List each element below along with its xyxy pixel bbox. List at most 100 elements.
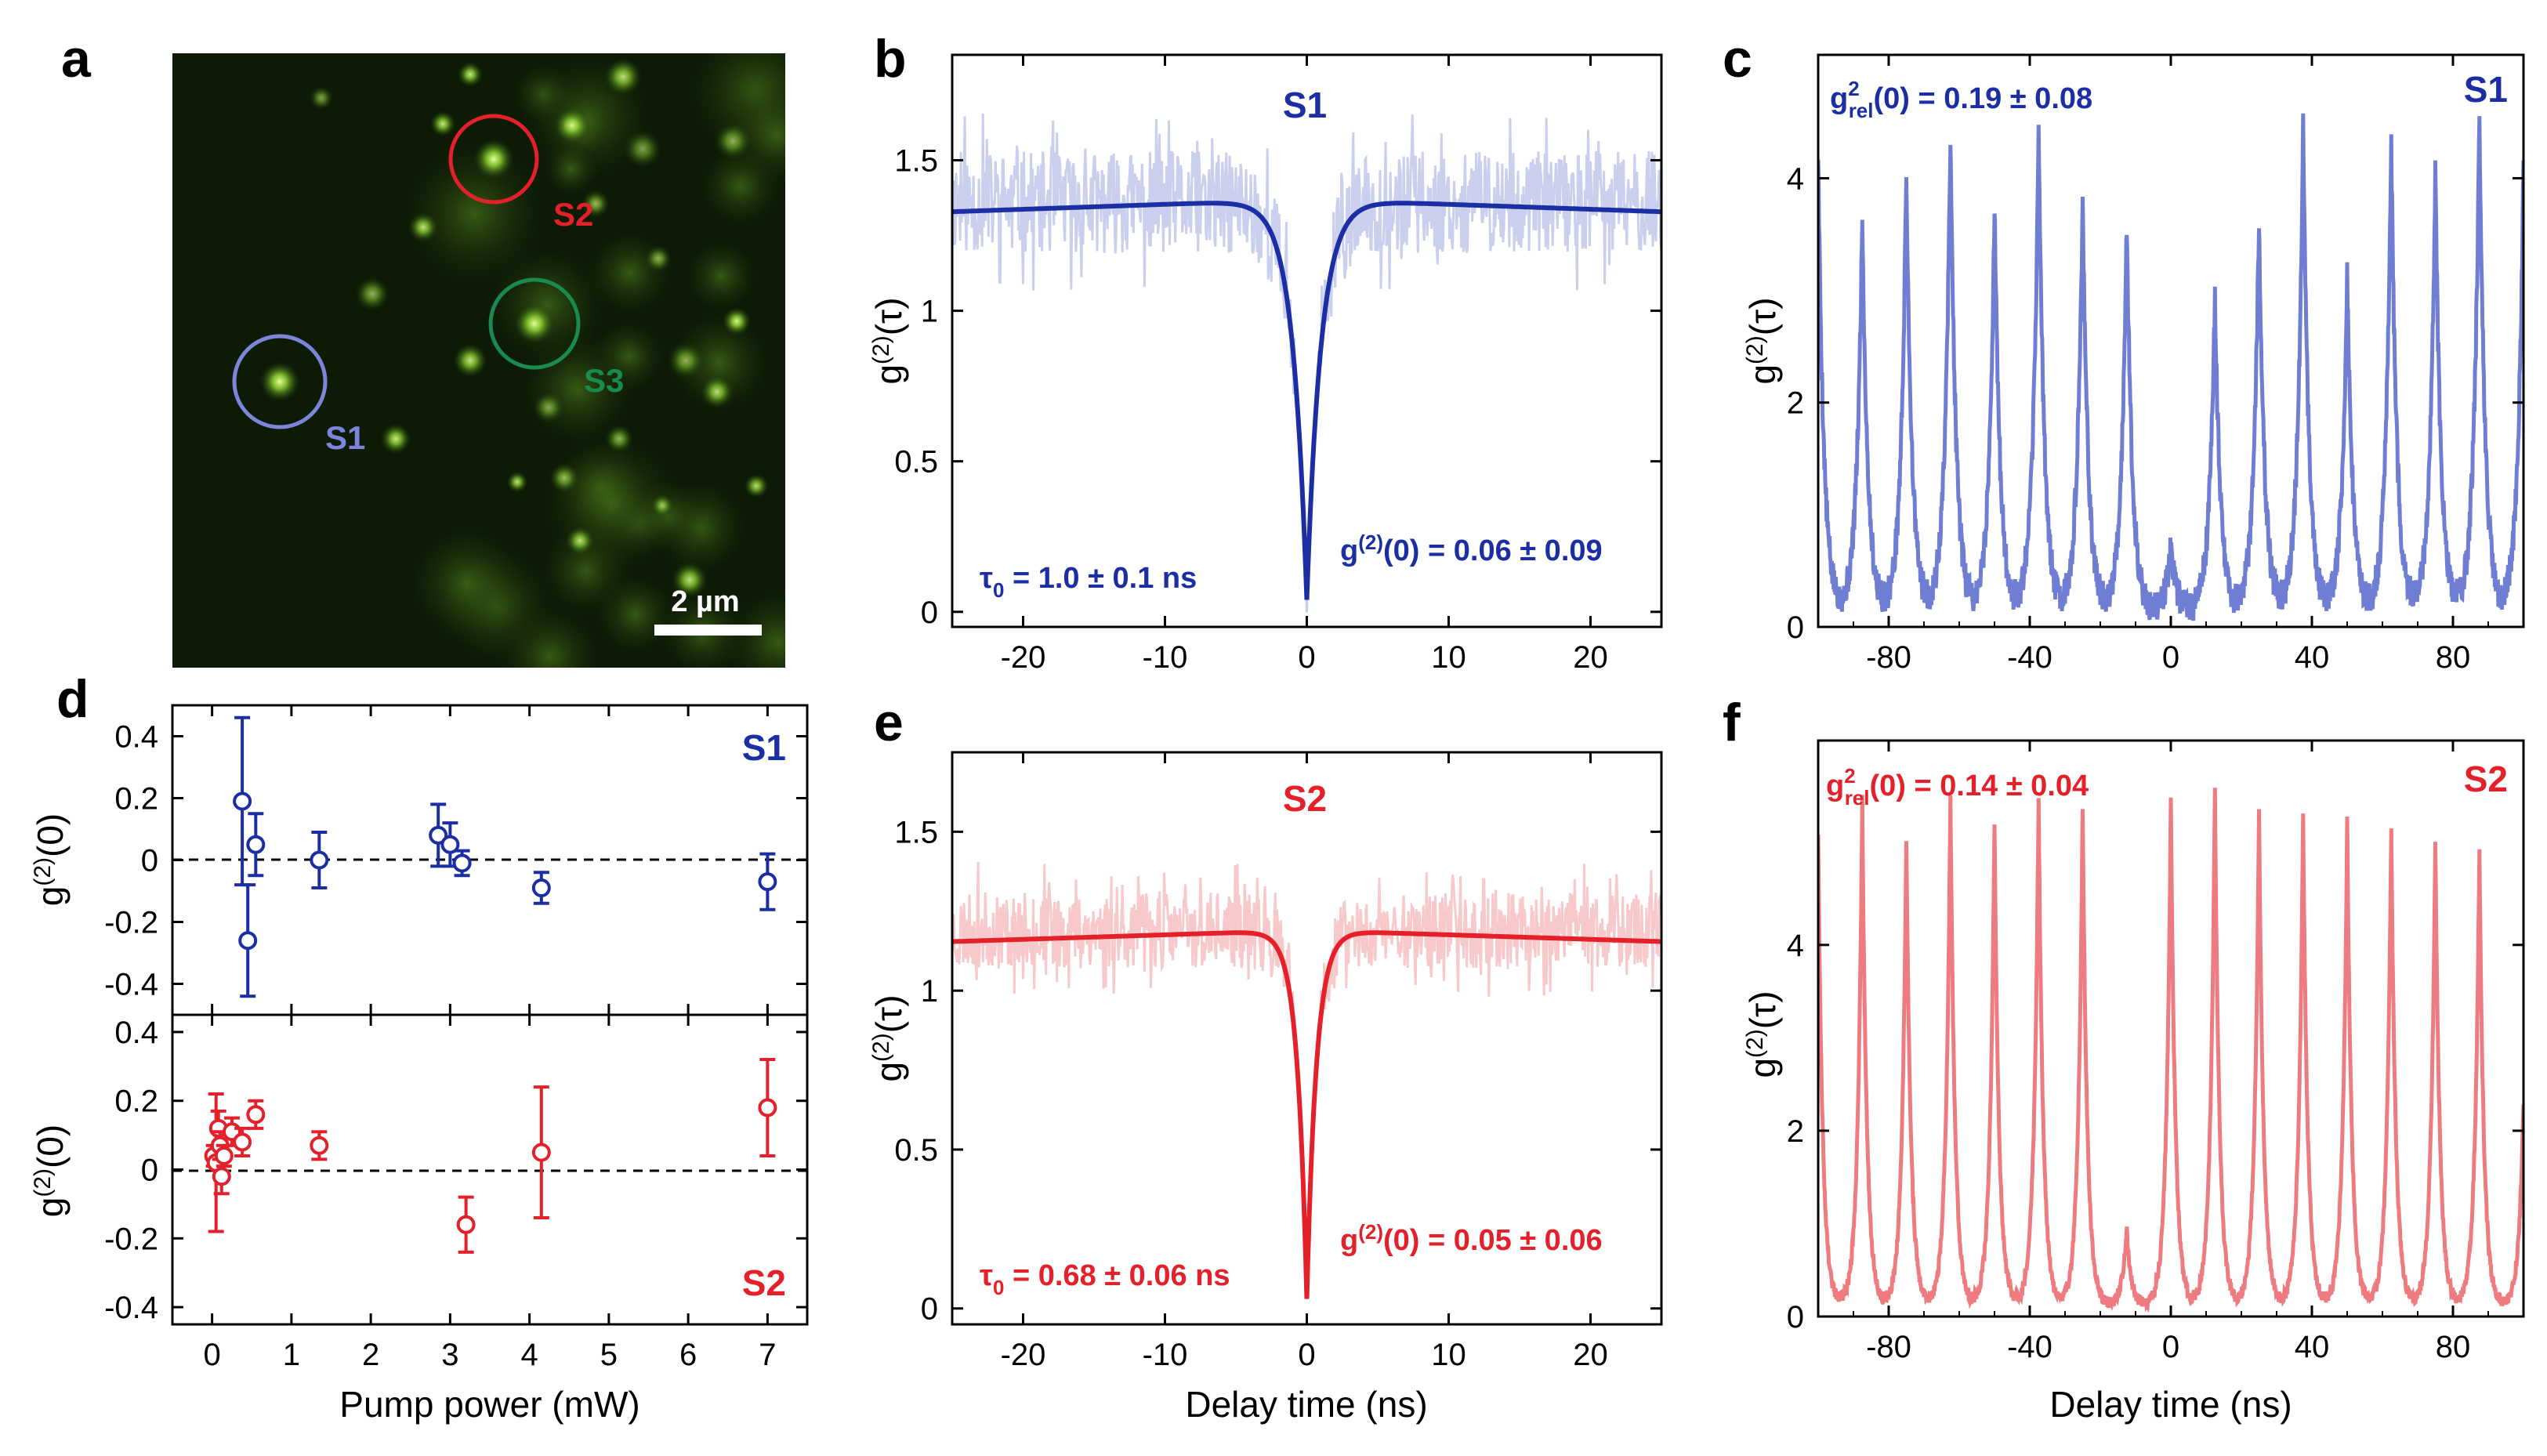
- d-top-point: [310, 850, 329, 870]
- scale-bar-label: 2 µm: [671, 585, 739, 618]
- d-bottom-ytick-label: 0: [141, 1154, 158, 1188]
- d-top-points: [233, 715, 777, 998]
- emitter-spot: [309, 85, 334, 110]
- e-xtick-label: 0: [1298, 1338, 1315, 1372]
- d-top-point: [246, 835, 266, 854]
- d-bottom-point: [758, 1098, 777, 1117]
- b-ytick-label: 1.5: [894, 143, 938, 178]
- e-xtick-label: -10: [1143, 1338, 1188, 1372]
- micrograph-panel: S1 S2 S3 2 µm: [172, 53, 785, 668]
- f-axes: -80 -40 0 40 80 0 2 4: [1787, 741, 2524, 1364]
- haze-blob: [694, 139, 785, 233]
- e-fit-line: [952, 930, 1661, 1299]
- f-series-title: S2: [2464, 759, 2508, 799]
- b-axes: 0 0.5 1 1.5 -20 -10 0 10 20: [894, 55, 1661, 675]
- source-circle-s1: [232, 334, 328, 429]
- d-bottom-xtick-label: 6: [679, 1338, 697, 1372]
- c-g2rel-annotation: g2 rel(0) = 0.19 ± 0.08: [1830, 77, 2092, 122]
- haze-blob: [539, 137, 603, 201]
- panel-letter-d: d: [56, 669, 89, 729]
- f-xtick-label: 40: [2295, 1330, 2330, 1364]
- f-xtick-label: -80: [1866, 1330, 1911, 1364]
- panel-letter-c: c: [1723, 29, 1752, 89]
- emitter-spot: [604, 424, 634, 454]
- d-bottom-ytick-label: 0.2: [114, 1085, 158, 1119]
- d-bottom-points: [204, 1058, 777, 1254]
- b-xtick-label: 20: [1573, 640, 1608, 675]
- b-raw-line: [952, 114, 1661, 613]
- d-bottom-ytick-label: 0.4: [114, 1016, 158, 1050]
- c-trace: [1818, 113, 2523, 621]
- b-fit-curve: [952, 201, 1661, 600]
- emitter-spot: [671, 561, 708, 599]
- c-xtick-label: 40: [2295, 640, 2330, 675]
- b-xtick-label: 0: [1298, 640, 1315, 675]
- e-ytick-label: 1: [921, 974, 938, 1009]
- f-xtick-label: -40: [2007, 1330, 2052, 1364]
- b-xtick-label: -10: [1143, 640, 1188, 675]
- emitter-spot: [473, 139, 514, 179]
- emitter-spot: [354, 276, 390, 312]
- emitter-spot: [581, 189, 610, 219]
- d-bottom-point: [212, 1167, 231, 1186]
- d-xlabel: Pump power (mW): [339, 1384, 639, 1425]
- panel-letter-b: b: [874, 29, 907, 89]
- e-ytick-label: 1.5: [894, 815, 938, 849]
- emitter-spots: [259, 53, 785, 668]
- d-top-ytick-label: -0.4: [104, 968, 158, 1002]
- f-xtick-label: 0: [2162, 1330, 2179, 1364]
- e-xtick-label: 20: [1573, 1338, 1608, 1372]
- b-g2-annotation: g(2)(0) = 0.06 ± 0.09: [1340, 531, 1603, 567]
- f-xtick-label: 80: [2436, 1330, 2471, 1364]
- d-bottom-xtick-label: 7: [759, 1338, 776, 1372]
- emitter-spot: [429, 110, 456, 137]
- d-top-series-title: S1: [742, 727, 786, 768]
- emitter-spot: [722, 306, 752, 336]
- d-bottom-point: [214, 1146, 234, 1165]
- f-g2rel-annotation: g2 rel(0) = 0.14 ± 0.04: [1826, 764, 2089, 809]
- haze-blob: [480, 238, 614, 371]
- d-bottom-point: [531, 1143, 551, 1162]
- e-xtick-label: -20: [1001, 1338, 1046, 1372]
- b-ytick-label: 0: [921, 596, 938, 630]
- scale-bar: [654, 625, 762, 636]
- b-raw-data: [952, 114, 1661, 613]
- emitter-spot: [623, 129, 662, 168]
- b-fit-line: [952, 201, 1661, 600]
- source-circle-s3: [488, 277, 581, 370]
- emitter-spot: [380, 423, 411, 455]
- d-top-point: [429, 825, 448, 845]
- e-g2-annotation: g(2)(0) = 0.05 ± 0.06: [1340, 1220, 1603, 1257]
- d-bottom-xtick-label: 1: [283, 1338, 300, 1372]
- haze-blob: [587, 315, 670, 397]
- b-ylabel: g(2)(τ): [868, 297, 909, 384]
- c-trace-line: [1818, 113, 2523, 621]
- emitter-spot: [549, 462, 580, 494]
- d-bottom-ylabel: g(2)(0): [30, 1125, 71, 1218]
- d-top-point: [440, 835, 460, 854]
- f-ytick-label: 2: [1787, 1114, 1804, 1149]
- f-trace-line: [1818, 788, 2523, 1313]
- emitter-spot: [532, 391, 565, 424]
- d-bottom-xtick-label: 2: [362, 1338, 379, 1372]
- d-bottom-point: [456, 1215, 476, 1234]
- emitter-spot: [506, 471, 528, 493]
- d-top-ytick-label: 0.4: [114, 720, 158, 755]
- e-xtick-label: 10: [1431, 1338, 1466, 1372]
- e-axes: -20 -10 0 10 20 0 0.5 1 1.5: [894, 752, 1661, 1372]
- panel-letter-e: e: [874, 693, 904, 752]
- e-series-title: S2: [1283, 778, 1327, 819]
- haze-blob: [661, 305, 777, 421]
- d-bottom-xtick-label: 5: [600, 1338, 618, 1372]
- emitter-spot: [565, 526, 595, 556]
- f-ylabel: g(2)(τ): [1742, 991, 1783, 1078]
- e-ytick-label: 0: [921, 1292, 938, 1327]
- b-xtick-label: -20: [1001, 640, 1046, 675]
- c-xtick-label: 80: [2436, 640, 2471, 675]
- d-top-point: [758, 872, 777, 892]
- panel-e-chart: -20 -10 0 10 20 0 0.5 1 1.5 S2 τ0 = 0.68 ± 0.06 …: [868, 751, 1663, 1425]
- emitter-spot: [744, 473, 769, 498]
- c-ytick-label: 2: [1787, 386, 1804, 421]
- emitter-spot: [554, 107, 590, 143]
- panel-f-chart: -80 -40 0 40 80 0 2 4 S2 g2 rel(0) = 0.14 ± 0.04…: [1742, 739, 2525, 1425]
